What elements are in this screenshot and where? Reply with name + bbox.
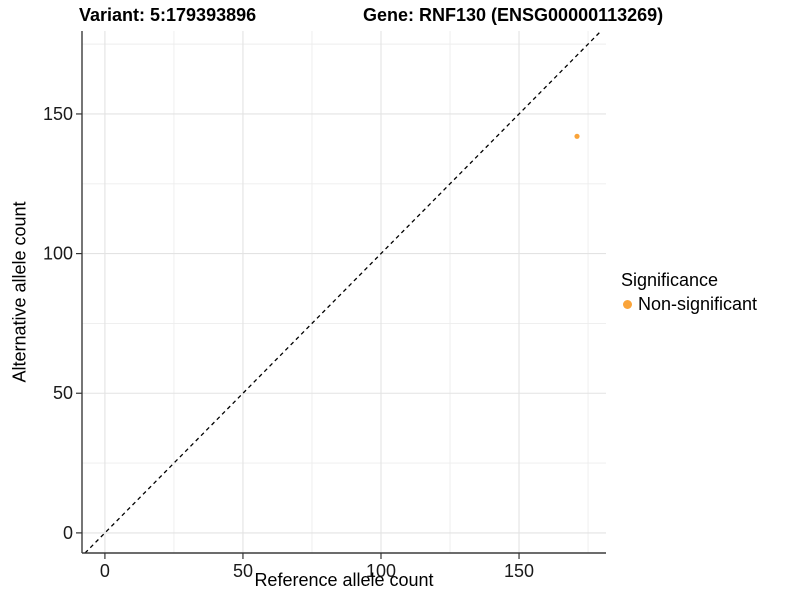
identity-line <box>84 30 602 554</box>
y-tick-label: 0 <box>63 523 73 543</box>
x-tick-label: 100 <box>366 561 396 581</box>
plot-title-variant: Variant: 5:179393896 <box>79 5 257 25</box>
scatter-point <box>574 133 580 139</box>
legend-entry-label: Non-significant <box>638 294 758 314</box>
y-tick-label: 150 <box>43 104 73 124</box>
y-axis-title: Alternative allele count <box>9 201 30 383</box>
legend-title: Significance <box>621 270 719 290</box>
x-axis-title: Reference allele count <box>254 570 434 590</box>
legend: Significance Non-significant <box>621 270 757 315</box>
legend-dot-icon <box>623 300 632 309</box>
x-tick-label: 50 <box>233 561 253 581</box>
y-tick-label: 100 <box>43 244 73 264</box>
x-tick-label: 150 <box>504 561 534 581</box>
plot-title-gene: Gene: RNF130 (ENSG00000113269) <box>363 5 664 25</box>
x-tick-label: 0 <box>100 561 110 581</box>
y-tick-label: 50 <box>53 383 73 403</box>
legend-entry: Non-significant <box>621 294 757 315</box>
